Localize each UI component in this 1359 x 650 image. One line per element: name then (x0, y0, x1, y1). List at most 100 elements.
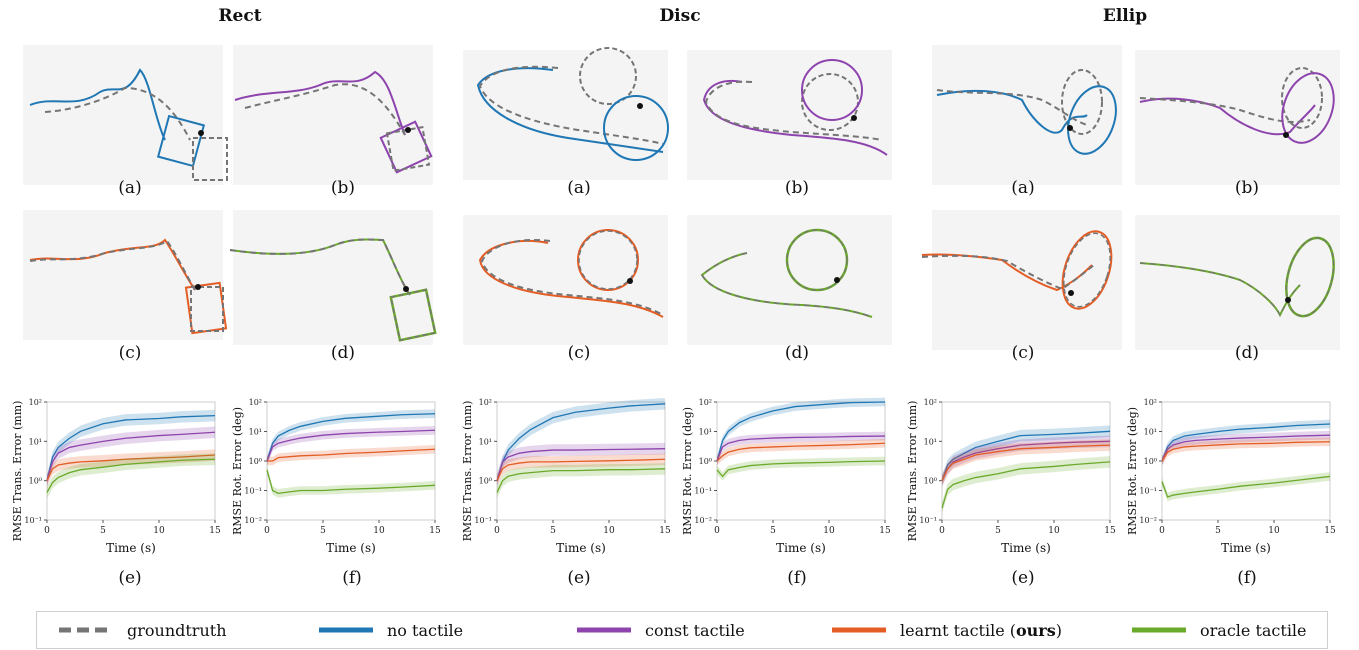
sublabel-disc-f: (f) (787, 568, 807, 588)
groundtruth-object (389, 288, 437, 342)
y-tick-label: 10⁰ (29, 477, 42, 486)
sublabel-rect-f: (f) (342, 568, 362, 588)
sublabel-ellip-c: (c) (1011, 343, 1035, 363)
series-line (266, 429, 436, 462)
legend-item-groundtruth: groundtruth (57, 620, 227, 640)
groundtruth-object (579, 47, 637, 105)
column-title-disc: Disc (659, 6, 701, 26)
series-line (46, 458, 216, 493)
groundtruth-path (29, 239, 196, 291)
x-tick-label: 15 (1104, 526, 1115, 536)
sublabel-ellip-d: (d) (1234, 343, 1260, 363)
const-tactile-path (234, 70, 406, 136)
estimated-object (1067, 85, 1117, 155)
x-tick-label: 10 (373, 526, 385, 536)
sublabel-rect-e: (e) (118, 568, 142, 588)
trajectory-background (1135, 50, 1340, 185)
legend-swatch-oracle-tactile (1132, 627, 1186, 633)
trajectory-background (233, 210, 433, 345)
x-tick-label: 5 (770, 526, 776, 536)
x-tick-label: 10 (823, 526, 835, 536)
legend-item-no-tactile: no tactile (317, 620, 463, 640)
series-line (716, 460, 886, 478)
trajectory-background (463, 215, 668, 345)
groundtruth-object (1063, 232, 1111, 308)
no-tactile-path (29, 68, 166, 141)
series-band (942, 425, 1110, 487)
series-band (267, 465, 435, 498)
legend-swatch-no-tactile (319, 627, 373, 633)
contact-point (627, 278, 633, 284)
series-band (717, 438, 885, 466)
contact-point (637, 103, 643, 109)
const-tactile-path (1139, 97, 1316, 136)
trajectory-disc-a (463, 47, 669, 180)
x-tick-label: 5 (1215, 526, 1221, 536)
series-band (942, 456, 1110, 514)
sublabel-rect-b: (b) (330, 178, 356, 198)
trajectory-background (1135, 215, 1340, 350)
series-line (266, 413, 436, 462)
sublabel-disc-e: (e) (567, 568, 591, 588)
y-tick-label: 10² (924, 398, 937, 407)
y-tick-label: 10⁻¹ (919, 516, 937, 525)
contact-point (403, 286, 409, 292)
sublabel-rect-a: (a) (118, 178, 142, 198)
x-tick-label: 15 (1324, 526, 1335, 536)
contact-point (1068, 290, 1074, 296)
x-axis-label: Time (s) (106, 541, 156, 555)
trajectory-disc-d (687, 215, 892, 345)
sublabel-disc-c: (c) (567, 343, 591, 363)
series-line (1161, 475, 1331, 498)
trajectory-background (23, 45, 223, 185)
series-line (716, 435, 886, 462)
error-plot-rect-f: 10⁻² 10⁻¹ 10⁰ 10¹ 10² 0 5 10 15 Time (s) RMSE Rot.… (231, 398, 440, 555)
plot-frame (941, 401, 1111, 521)
groundtruth-path (921, 254, 1095, 291)
series-band (942, 435, 1110, 487)
legend-label-learnt-tactile: learnt tactile (ours) (900, 620, 1062, 640)
contact-point (851, 115, 857, 121)
x-tick-label: 0 (939, 526, 945, 536)
series-line (496, 458, 666, 481)
groundtruth-object (385, 126, 431, 172)
legend-swatch-const-tactile (577, 627, 631, 633)
groundtruth-path (704, 80, 883, 141)
legend-label-groundtruth: groundtruth (127, 620, 227, 640)
x-tick-label: 15 (879, 526, 890, 536)
y-tick-label: 10¹ (699, 428, 712, 437)
groundtruth-object (578, 230, 638, 290)
y-tick-label: 10⁻¹ (244, 487, 262, 496)
plot-frame (46, 401, 216, 521)
y-tick-label: 10⁻¹ (694, 487, 712, 496)
trajectory-rect-a (23, 45, 228, 185)
sublabel-rect-d: (d) (330, 343, 356, 363)
y-tick-label: 10⁻² (244, 516, 262, 525)
series-band (717, 456, 885, 481)
y-tick-label: 10¹ (1144, 428, 1157, 437)
legend-item-const-tactile: const tactile (575, 620, 745, 640)
sublabel-ellip-e: (e) (1011, 568, 1035, 588)
x-tick-label: 10 (1048, 526, 1060, 536)
y-tick-label: 10⁰ (1144, 457, 1157, 466)
trajectory-disc-c (463, 215, 668, 345)
x-axis-label: Time (s) (776, 541, 826, 555)
x-tick-label: 10 (603, 526, 615, 536)
series-band (47, 453, 215, 499)
y-axis-label: RMSE Rot. Error (deg) (231, 407, 244, 535)
y-tick-label: 10² (479, 398, 492, 407)
series-line (46, 414, 216, 481)
trajectory-background (687, 215, 892, 345)
series-band (47, 449, 215, 487)
series-line (716, 401, 886, 462)
series-line (46, 431, 216, 481)
y-tick-label: 10⁻² (1139, 516, 1157, 525)
y-axis-label: RMSE Trans. Error (mm) (461, 401, 474, 542)
groundtruth-path (478, 65, 664, 145)
column-title-ellip: Ellip (1102, 6, 1148, 26)
legend-swatch-groundtruth (59, 627, 113, 633)
trajectory-background (932, 210, 1122, 350)
contact-point (405, 127, 411, 133)
series-line (496, 403, 666, 481)
error-plot-ellip-f: 10⁻² 10⁻¹ 10⁰ 10¹ 10² 0 5 10 15 Time (s) RMSE Rot.… (1126, 398, 1335, 555)
